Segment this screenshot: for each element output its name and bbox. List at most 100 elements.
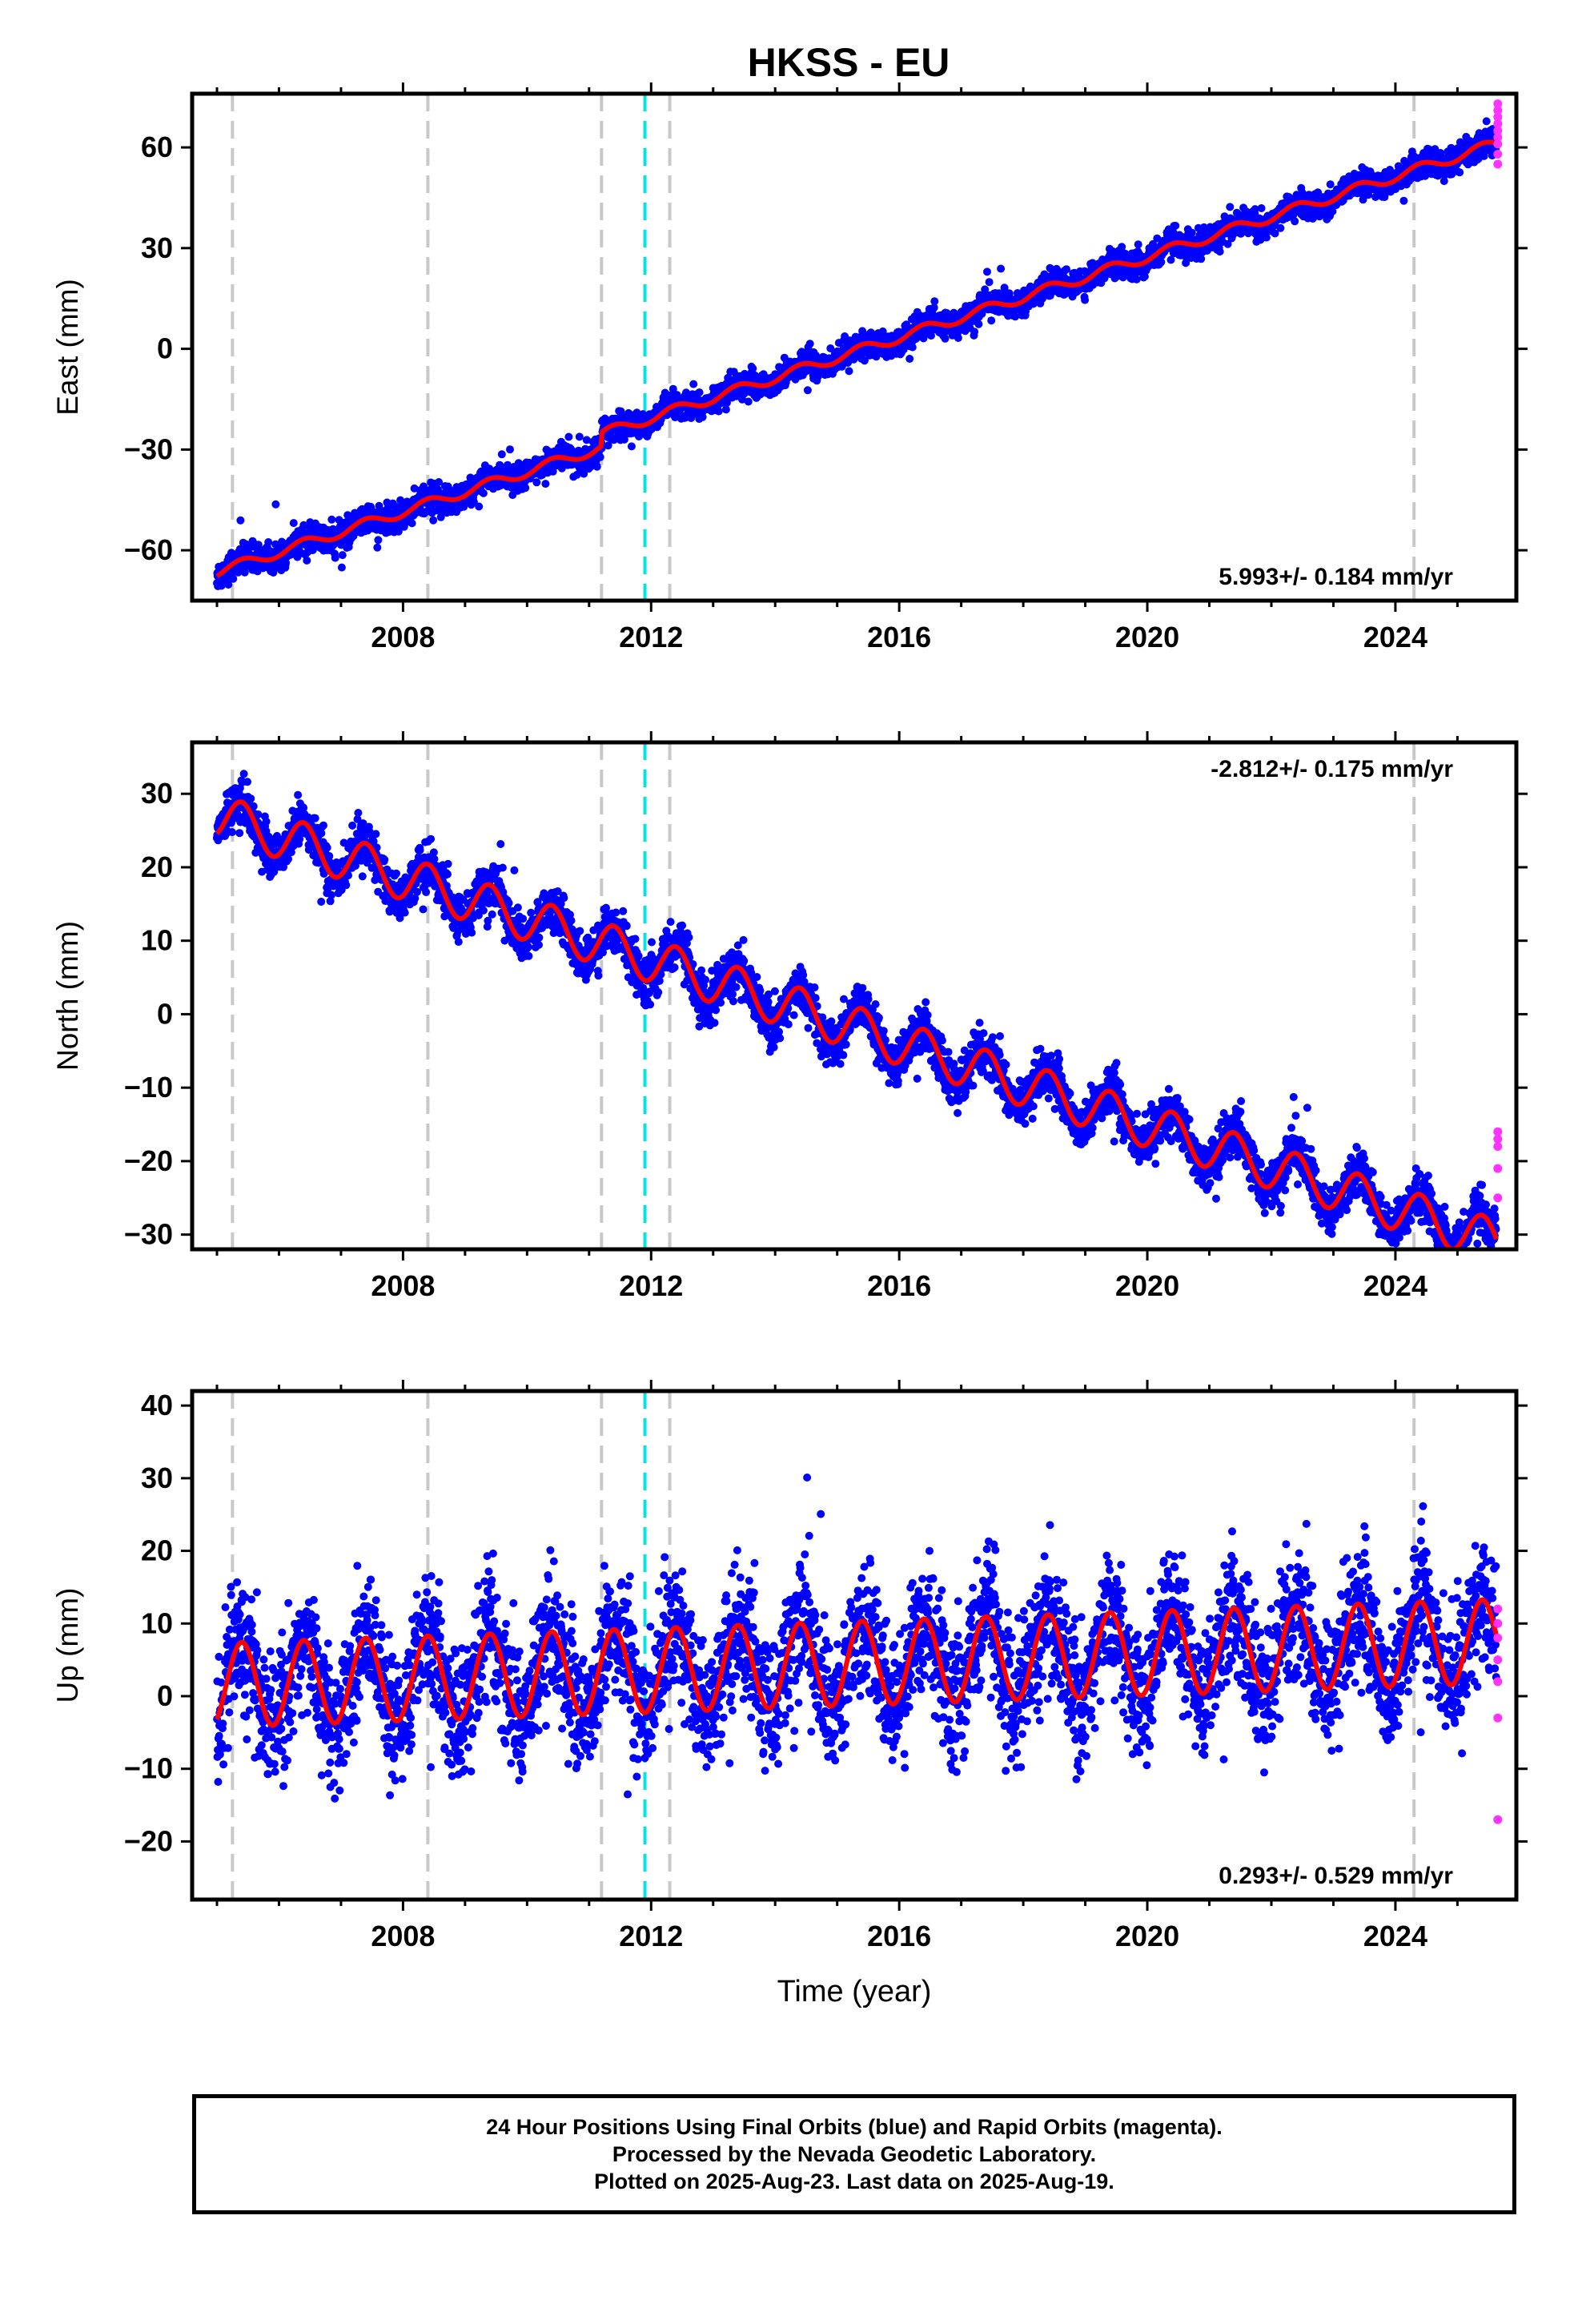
data-point [374,536,383,545]
data-point [317,829,326,838]
data-point [930,297,939,306]
data-point [400,908,409,917]
data-point [311,814,319,822]
data-point [941,334,950,343]
data-point [224,581,233,589]
data-point [337,563,346,572]
data-point [419,905,428,914]
data-point [803,386,812,395]
data-point [1171,221,1180,230]
x-tick-label: 2020 [1115,621,1179,653]
data-point [342,881,351,890]
rapid-data-point [1493,106,1503,115]
data-point [1251,205,1259,214]
final-orbit-points-east [213,117,1500,590]
data-point [331,553,339,562]
data-point [1271,229,1279,238]
data-point [1187,228,1196,237]
data-point [435,478,444,486]
data-point [596,452,604,461]
y-tick-label: −60 [124,533,173,566]
data-point [1134,240,1142,249]
data-point [908,343,917,352]
data-point [319,821,327,830]
data-point [689,380,698,388]
data-point [254,810,263,818]
data-point [380,855,389,864]
panel-north: 2008 2012 2016 2020 2024−30−20−100102030Nort… [51,731,1528,1302]
data-point [303,556,311,565]
data-point [262,817,271,826]
data-point [373,543,382,552]
data-point [1100,274,1109,283]
data-point [1364,191,1373,199]
data-point [899,345,908,354]
chart-title: HKSS - EU [748,40,950,85]
x-tick-label: 2012 [619,621,683,653]
data-point [323,843,331,852]
data-point [521,484,530,493]
data-point [422,888,431,896]
plot-area-north [212,742,1503,1249]
data-point [372,843,381,852]
rapid-data-point [1493,126,1503,135]
data-point [243,778,251,786]
data-point [239,770,248,778]
rapid-data-point [1493,119,1503,129]
data-point [860,356,869,365]
data-point [592,462,601,471]
data-point [327,515,336,524]
data-point [392,869,400,878]
data-point [905,355,914,363]
data-point [416,846,424,854]
data-point [359,819,367,828]
data-point [627,442,636,451]
data-point [294,790,303,799]
data-point [247,794,255,803]
data-point [749,364,757,373]
data-point [826,344,835,352]
data-point [1326,180,1335,189]
data-point [229,574,238,583]
rapid-orbit-points-east [1493,99,1503,169]
data-point [429,516,438,525]
data-point [317,898,326,906]
data-point [235,829,244,838]
final-orbit-points-north [212,770,1500,1249]
model-fit-line-east [215,139,1497,578]
data-point [1118,243,1126,251]
data-point [469,497,478,506]
data-point [970,328,979,336]
data-point [284,854,292,863]
y-tick-label: 0 [157,332,173,365]
data-point [326,897,335,906]
data-point [394,527,403,536]
data-point [249,802,258,810]
plot-frame-east [190,91,1519,603]
data-point [1223,239,1232,248]
data-point [506,445,514,454]
data-point [1226,203,1235,211]
data-point [987,316,996,325]
data-point [228,828,236,837]
data-point [344,871,352,880]
data-point [479,489,488,497]
data-point [1276,223,1285,232]
data-point [413,887,421,896]
y-tick-label: −30 [124,432,173,465]
data-point [695,388,704,396]
data-point [1482,117,1491,126]
data-point [1257,204,1266,212]
rapid-data-point [1493,99,1503,109]
data-point [983,267,991,276]
rapid-data-point [1493,150,1503,159]
data-point [974,320,983,328]
x-tick-label: 2008 [371,621,435,653]
data-point [721,405,730,414]
data-point [532,478,541,487]
y-tick-label: 60 [141,131,173,163]
data-point [1421,171,1430,180]
data-point [496,461,504,470]
